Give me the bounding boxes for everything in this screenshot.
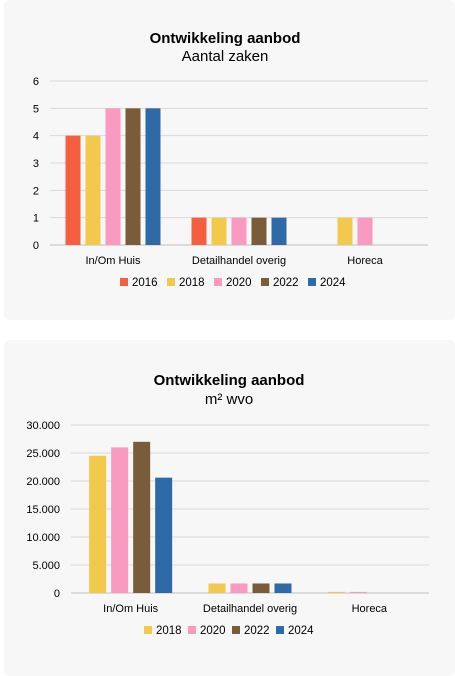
bar-2018 [211,217,227,245]
legend-swatch [188,626,196,634]
legend-label: 2022 [273,277,299,289]
legend-label: 2022 [244,625,270,637]
y-tick-label: 0 [54,588,60,600]
legend-label: 2024 [320,277,346,289]
bar-2016 [65,135,81,245]
y-tick-label: 2 [33,185,39,197]
y-tick-label: 3 [33,158,39,170]
y-tick-label: 6 [33,76,39,88]
chart-m2-wvo: Ontwikkeling aanbod m² wvo 0 5.000 10.000 1… [26,372,429,637]
legend-label: 2018 [156,625,182,637]
legend-swatch [308,278,316,286]
x-tick-label: In/Om Huis [103,603,159,615]
x-tick-label: Horeca [347,255,383,267]
legend-swatch [144,626,152,634]
legend-swatch [276,626,284,634]
bar-2022 [125,108,141,245]
y-tick-label: 5 [33,103,39,115]
chart-subtitle: Aantal zaken [182,48,269,65]
bar-2018 [85,135,101,245]
y-tick-label: 5.000 [32,560,60,572]
bar-2020 [349,591,367,593]
legend-label: 2018 [179,277,205,289]
bar-2022 [133,441,151,593]
y-tick-label: 15.000 [26,504,60,516]
x-tick-label: In/Om Huis [85,255,141,267]
legend-swatch [232,626,240,634]
legend-swatch [214,278,222,286]
chart-subtitle: m² wvo [205,391,253,408]
y-tick-label: 30.000 [26,420,60,432]
x-tick-label: Horeca [352,603,388,615]
y-tick-label: 20.000 [26,476,60,488]
x-tick-label: Detailhandel overig [192,255,286,267]
bar-2020 [357,217,373,245]
bar-2020 [111,447,129,593]
y-tick-label: 10.000 [26,532,60,544]
legend-swatch [167,278,175,286]
bar-2024 [145,108,161,245]
bar-2016 [191,217,207,245]
bar-2024 [271,217,287,245]
bar-2018 [337,217,353,245]
bar-2022 [252,583,270,593]
bar-2018 [208,583,226,593]
legend-swatch [261,278,269,286]
bar-2020 [231,217,247,245]
y-tick-label: 4 [33,131,39,143]
y-tick-label: 1 [33,213,39,225]
legend-label: 2020 [226,277,252,289]
x-tick-label: Detailhandel overig [203,603,297,615]
bar-2022 [251,217,267,245]
legend-swatch [120,278,128,286]
y-tick-label: 0 [33,240,39,252]
bar-2018 [327,591,345,593]
bar-2024 [274,583,292,593]
chart-card-aantal-zaken: Ontwikkeling aanbod Aantal zaken 0 1 2 3 4 5 6… [4,0,455,320]
legend-label: 2024 [288,625,314,637]
chart-title: Ontwikkeling aanbod [150,30,301,47]
bar-2024 [155,477,173,593]
bar-2020 [230,583,248,593]
chart-title: Ontwikkeling aanbod [154,372,305,389]
legend-label: 2016 [132,277,158,289]
bar-2018 [89,455,107,593]
legend-label: 2020 [200,625,226,637]
bar-2020 [105,108,121,245]
chart-card-m2-wvo: Ontwikkeling aanbod m² wvo 0 5.000 10.000 1… [4,340,455,676]
y-tick-label: 25.000 [26,448,60,460]
chart-aantal-zaken: Ontwikkeling aanbod Aantal zaken 0 1 2 3 4 5 6… [33,30,428,289]
